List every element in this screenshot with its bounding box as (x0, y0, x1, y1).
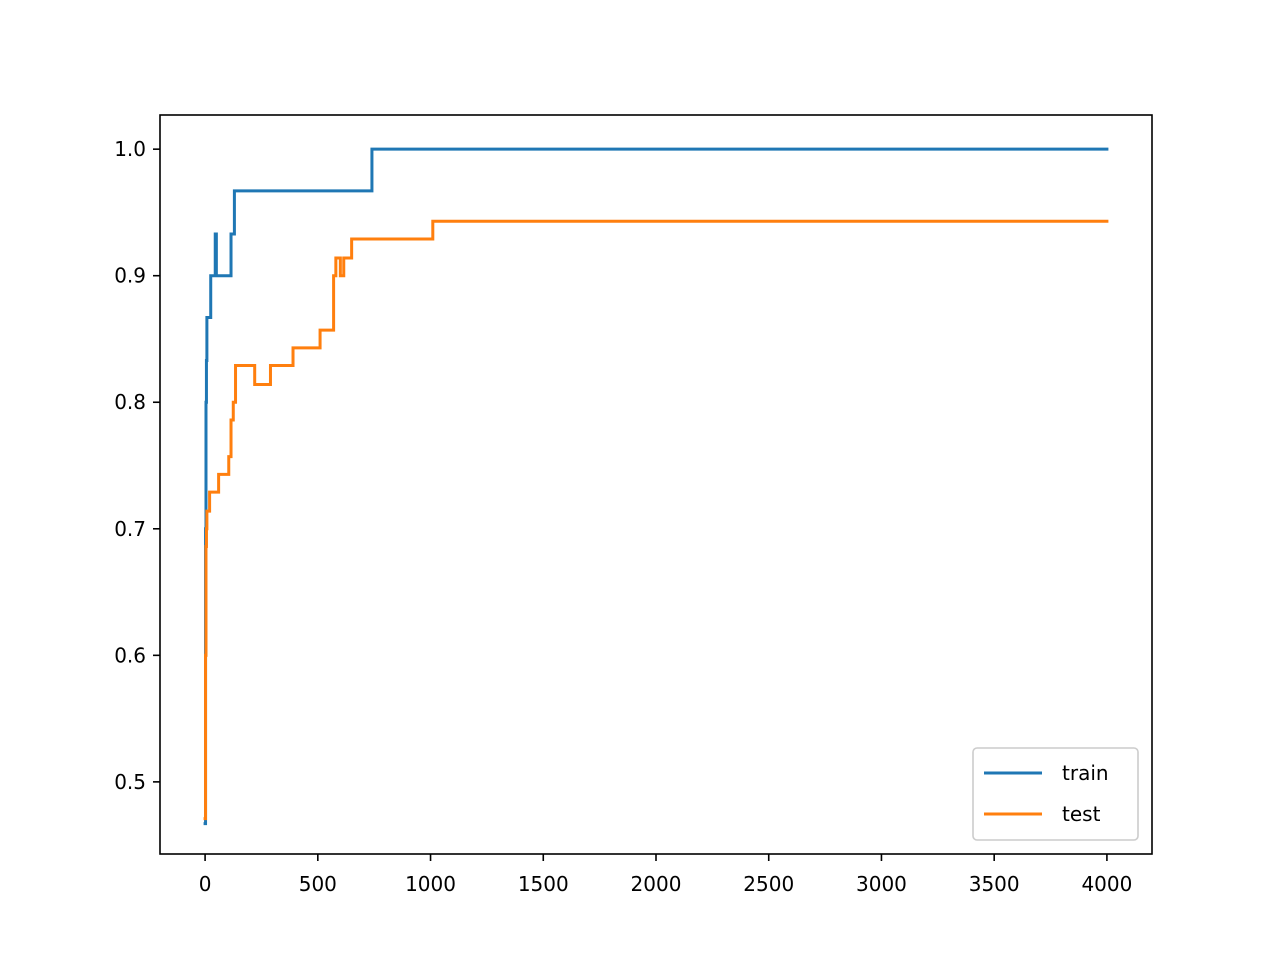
x-tick-label: 2500 (743, 872, 794, 896)
x-tick-label: 2000 (631, 872, 682, 896)
y-tick-label: 1.0 (114, 137, 146, 161)
series-line-test (203, 219, 1109, 821)
legend-box (972, 747, 1139, 841)
x-tick-label: 0 (199, 872, 212, 896)
x-axis: 0 500 1000 1500 2000 2500 3000 3500 4000 (199, 854, 1132, 896)
x-tick-label: 500 (299, 872, 337, 896)
x-tick-label: 3500 (969, 872, 1020, 896)
y-tick-label: 0.7 (114, 517, 146, 541)
y-tick-label: 0.5 (114, 770, 146, 794)
y-axis: 0.5 0.6 0.7 0.8 0.9 1.0 (114, 137, 160, 794)
series-line-train (203, 147, 1109, 826)
legend-label-test: test (1062, 802, 1101, 826)
x-tick-label: 1500 (518, 872, 569, 896)
legend: train test (972, 747, 1139, 841)
x-tick-label: 1000 (405, 872, 456, 896)
x-tick-label: 4000 (1081, 872, 1132, 896)
y-tick-label: 0.8 (114, 390, 146, 414)
series-layer (203, 147, 1109, 826)
legend-label-train: train (1062, 761, 1109, 785)
y-tick-label: 0.9 (114, 264, 146, 288)
y-tick-label: 0.6 (114, 643, 146, 667)
x-tick-label: 3000 (856, 872, 907, 896)
